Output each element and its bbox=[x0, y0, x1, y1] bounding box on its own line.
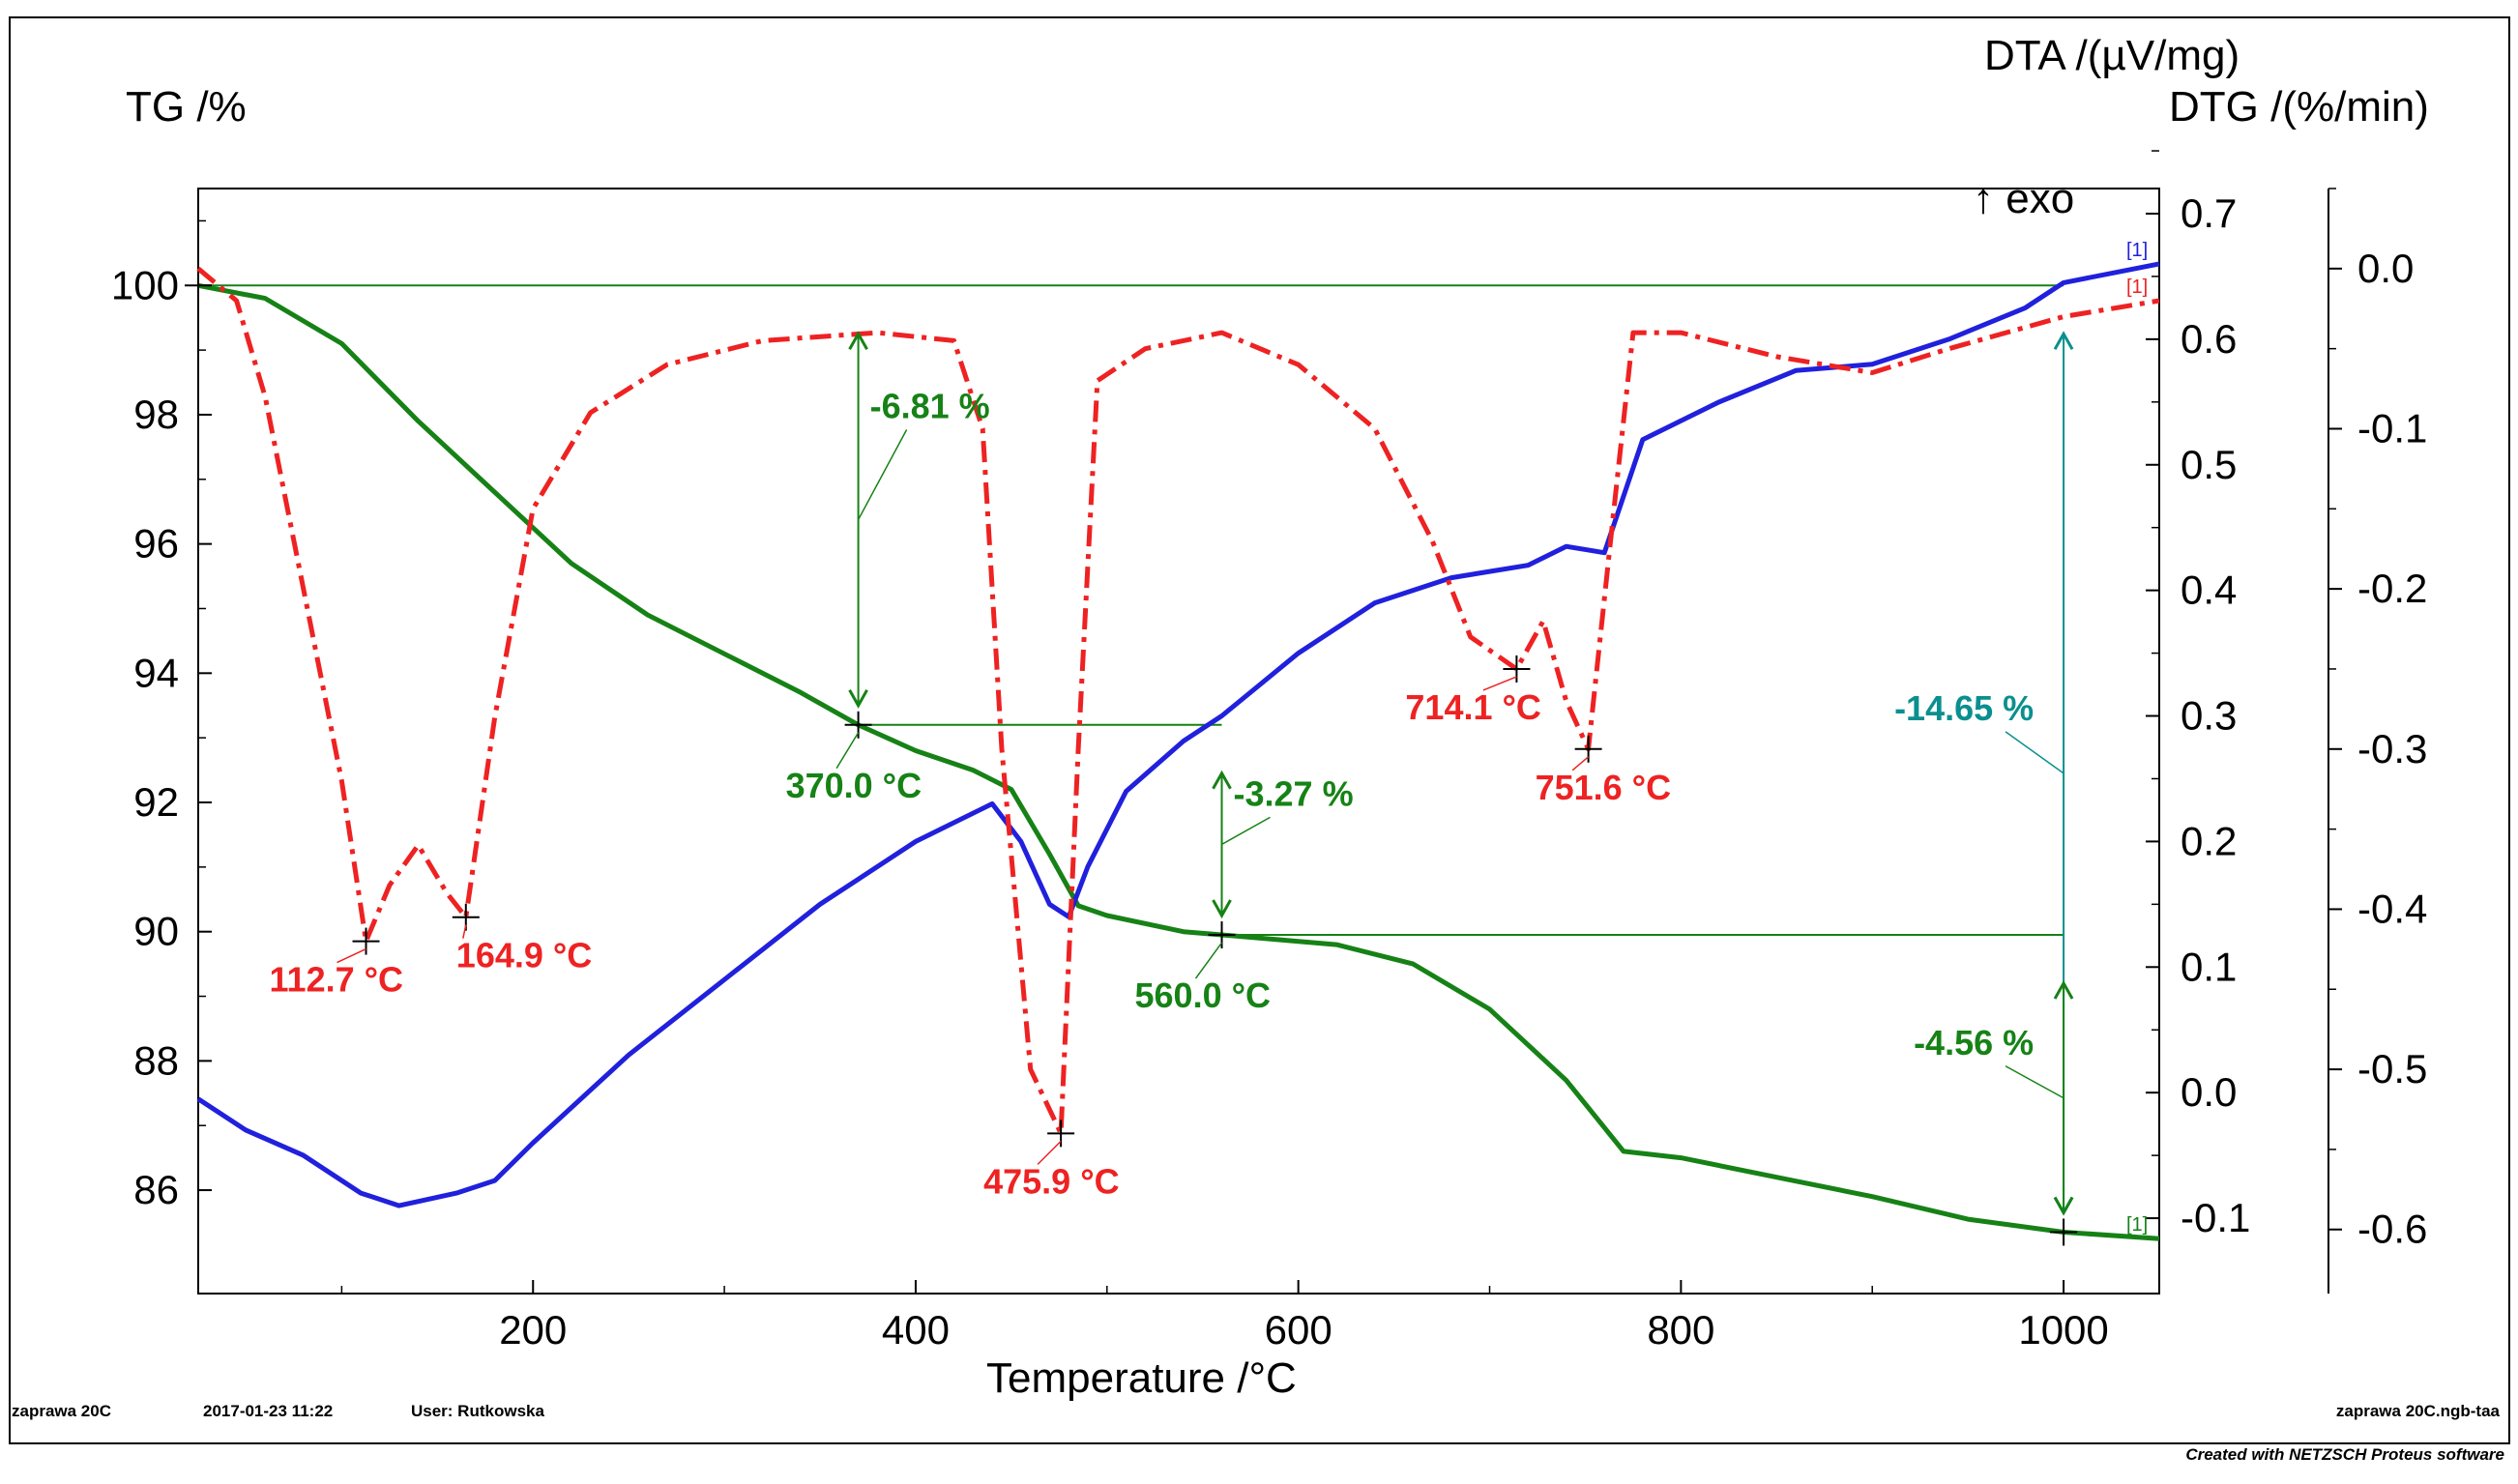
step-label: -3.27 % bbox=[1234, 773, 1354, 813]
series-lines: [1] [1] [1] bbox=[196, 240, 2160, 1241]
annotation-leader bbox=[1037, 1140, 1062, 1165]
x-tick-label: 400 bbox=[882, 1307, 950, 1353]
step-label: -6.81 % bbox=[870, 387, 990, 426]
dtg-tick-label: -0.2 bbox=[2357, 566, 2427, 611]
annotation-labels: 112.7 °C 164.9 °C 475.9 °C 714.1 °C 751.6 °C… bbox=[270, 387, 2035, 1202]
series-dta-end-tag: [1] bbox=[2126, 240, 2148, 261]
x-tick-label: 1000 bbox=[2018, 1307, 2108, 1353]
dta-tick-label: 0.5 bbox=[2181, 442, 2237, 487]
series-tg-line bbox=[197, 282, 2160, 1241]
tg-tick-label: 100 bbox=[111, 262, 179, 307]
dtg-tick-label: -0.3 bbox=[2357, 726, 2427, 771]
footer-user: User: Rutkowska bbox=[411, 1402, 544, 1420]
tg-tick-label: 88 bbox=[133, 1037, 179, 1083]
dtg-tick-label: 0.0 bbox=[2357, 246, 2414, 291]
step-label: -14.65 % bbox=[1894, 688, 2034, 728]
dtg-tick-label: -0.4 bbox=[2357, 886, 2427, 931]
step-arrow-head-up bbox=[2053, 979, 2074, 1000]
tg-axis-ticks: 86 88 90 92 94 96 98 100 bbox=[111, 219, 212, 1212]
dta-tick-label: -0.1 bbox=[2181, 1195, 2250, 1240]
exo-direction-label: ↑ exo bbox=[1973, 175, 2074, 222]
step-arrow-head-down bbox=[2053, 1196, 2074, 1216]
tg-axis-title: TG /% bbox=[126, 83, 247, 131]
series-dtg-end-tag: [1] bbox=[2126, 276, 2148, 298]
annotation-label: 112.7 °C bbox=[270, 960, 404, 1000]
peak-markers bbox=[185, 272, 2078, 1246]
step-leader bbox=[857, 429, 908, 520]
step-arrow-head-down bbox=[1212, 899, 1232, 919]
tg-tick-label: 94 bbox=[133, 650, 179, 695]
tg-tick-label: 92 bbox=[133, 779, 179, 825]
step-label: -4.56 % bbox=[1914, 1023, 2034, 1062]
tg-tick-label: 86 bbox=[133, 1167, 179, 1212]
annotation-label: 714.1 °C bbox=[1405, 687, 1540, 727]
annotation-label: 164.9 °C bbox=[456, 936, 592, 975]
step-arrow-head-up bbox=[2053, 331, 2074, 350]
footer-filename: zaprawa 20C.ngb-taa bbox=[2336, 1402, 2501, 1420]
plot-frame bbox=[197, 188, 2160, 1295]
footer-datetime: 2017-01-23 11:22 bbox=[203, 1402, 333, 1420]
footer-sample: zaprawa 20C bbox=[12, 1402, 111, 1420]
dta-axis-ticks: -0.1 0.0 0.1 0.2 0.3 0.4 0.5 0.6 0.7 bbox=[2146, 150, 2250, 1240]
outer-frame bbox=[9, 16, 2510, 1444]
dtg-tick-label: -0.5 bbox=[2357, 1046, 2427, 1091]
dta-tick-label: 0.4 bbox=[2181, 567, 2237, 613]
annotation-leader bbox=[1194, 942, 1223, 979]
dta-tick-label: 0.2 bbox=[2181, 818, 2237, 863]
x-axis-ticks: 200 400 600 800 1000 bbox=[340, 1280, 2109, 1353]
dtg-axis-title: DTG /(%/min) bbox=[2169, 83, 2429, 131]
dta-tick-label: 0.0 bbox=[2181, 1069, 2237, 1115]
dtg-tick-label: -0.6 bbox=[2357, 1207, 2427, 1252]
annotation-leader bbox=[1482, 676, 1517, 691]
annotation-label: 475.9 °C bbox=[983, 1161, 1119, 1201]
annotation-label: 370.0 °C bbox=[786, 766, 922, 805]
dta-tick-label: 0.1 bbox=[2181, 944, 2237, 989]
annotation-leader bbox=[337, 947, 366, 964]
annotation-leader bbox=[462, 924, 467, 939]
step-guides bbox=[198, 284, 2064, 937]
x-tick-label: 800 bbox=[1647, 1307, 1714, 1353]
dta-axis-title: DTA /(µV/mg) bbox=[1984, 32, 2240, 79]
footer-credit: Created with NETZSCH Proteus software bbox=[2185, 1445, 2504, 1464]
annotation-leader bbox=[1571, 756, 1590, 771]
step-arrow-head-up bbox=[848, 331, 868, 350]
x-tick-label: 200 bbox=[499, 1307, 567, 1353]
dtg-tick-label: -0.1 bbox=[2357, 405, 2427, 451]
annotation-label: 560.0 °C bbox=[1135, 975, 1271, 1015]
annotation-leader bbox=[835, 732, 860, 770]
series-dtg-line bbox=[196, 266, 2160, 1136]
tg-tick-label: 90 bbox=[133, 909, 179, 954]
step-arrow-head-down bbox=[848, 689, 868, 709]
series-dta-line bbox=[196, 261, 2160, 1208]
step-leader bbox=[1221, 816, 1271, 846]
dtg-axis-ticks: -0.6 -0.5 -0.4 -0.3 -0.2 -0.1 0.0 bbox=[2328, 188, 2427, 1252]
x-tick-label: 600 bbox=[1265, 1307, 1332, 1353]
dta-tick-label: 0.3 bbox=[2181, 693, 2237, 739]
dta-tick-label: 0.6 bbox=[2181, 316, 2237, 362]
step-arrow-head-up bbox=[1212, 770, 1232, 790]
step-leader bbox=[2005, 1065, 2064, 1099]
dta-tick-label: 0.7 bbox=[2181, 190, 2237, 236]
step-leader bbox=[2005, 731, 2064, 774]
x-axis-title: Temperature /°C bbox=[986, 1354, 1297, 1402]
tg-tick-label: 96 bbox=[133, 521, 179, 567]
annotation-label: 751.6 °C bbox=[1536, 768, 1671, 807]
tg-tick-label: 98 bbox=[133, 392, 179, 437]
series-tg-end-tag: [1] bbox=[2126, 1214, 2148, 1236]
